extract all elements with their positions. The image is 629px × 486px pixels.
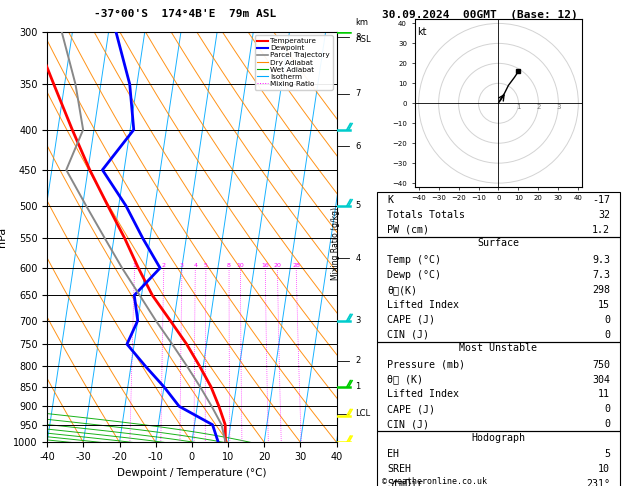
Text: 9.3: 9.3 [592, 255, 610, 265]
Text: 3: 3 [556, 104, 560, 110]
Text: 8: 8 [227, 263, 231, 268]
Text: Lifted Index: Lifted Index [387, 389, 459, 399]
Text: Surface: Surface [477, 238, 520, 248]
Text: Dewp (°C): Dewp (°C) [387, 270, 441, 280]
Text: 5: 5 [355, 201, 361, 210]
Text: 304: 304 [592, 375, 610, 384]
Y-axis label: hPa: hPa [0, 227, 8, 247]
Text: 2: 2 [162, 263, 166, 268]
Text: kt: kt [416, 27, 426, 37]
Text: 20: 20 [274, 263, 281, 268]
Bar [377, 192, 620, 237]
Text: 0: 0 [604, 419, 610, 430]
Bar [377, 237, 620, 342]
Text: 16: 16 [262, 263, 269, 268]
Text: 231°: 231° [586, 479, 610, 486]
Text: 3: 3 [180, 263, 184, 268]
Bar [377, 432, 620, 486]
Text: 10: 10 [598, 464, 610, 474]
Text: 5: 5 [604, 450, 610, 459]
Text: 0: 0 [604, 314, 610, 325]
Text: 750: 750 [592, 360, 610, 369]
Text: 3: 3 [355, 316, 361, 325]
Text: 32: 32 [598, 210, 610, 220]
Text: Lifted Index: Lifted Index [387, 300, 459, 310]
Text: Totals Totals: Totals Totals [387, 210, 465, 220]
Text: 6: 6 [355, 142, 361, 151]
Legend: Temperature, Dewpoint, Parcel Trajectory, Dry Adiabat, Wet Adiabat, Isotherm, Mi: Temperature, Dewpoint, Parcel Trajectory… [255, 35, 333, 90]
Text: © weatheronline.co.uk: © weatheronline.co.uk [382, 477, 487, 486]
Text: Most Unstable: Most Unstable [459, 343, 538, 353]
Text: 298: 298 [592, 285, 610, 295]
Text: CIN (J): CIN (J) [387, 330, 429, 340]
Text: Temp (°C): Temp (°C) [387, 255, 441, 265]
Text: SREH: SREH [387, 464, 411, 474]
Text: 1: 1 [355, 382, 361, 391]
Text: 7: 7 [355, 89, 361, 98]
Text: LCL: LCL [355, 409, 370, 418]
Text: 0: 0 [604, 404, 610, 415]
Text: 11: 11 [598, 389, 610, 399]
Text: 15: 15 [598, 300, 610, 310]
Text: km: km [355, 18, 369, 28]
Text: Mixing Ratio (g/kg): Mixing Ratio (g/kg) [331, 207, 340, 279]
Text: 2: 2 [355, 356, 361, 365]
Text: 30.09.2024  00GMT  (Base: 12): 30.09.2024 00GMT (Base: 12) [382, 10, 578, 20]
Text: EH: EH [387, 450, 399, 459]
X-axis label: Dewpoint / Temperature (°C): Dewpoint / Temperature (°C) [117, 468, 267, 478]
Text: ASL: ASL [355, 35, 371, 44]
Text: 4: 4 [355, 254, 361, 263]
Text: 5: 5 [204, 263, 208, 268]
Text: -17: -17 [592, 195, 610, 205]
Text: 10: 10 [237, 263, 244, 268]
Text: θᴄ (K): θᴄ (K) [387, 375, 423, 384]
Text: StmDir: StmDir [387, 479, 423, 486]
Text: 28: 28 [292, 263, 300, 268]
Text: -37°00'S  174°4B'E  79m ASL: -37°00'S 174°4B'E 79m ASL [94, 9, 277, 19]
Text: CAPE (J): CAPE (J) [387, 314, 435, 325]
Text: 0: 0 [604, 330, 610, 340]
Text: 8: 8 [355, 33, 361, 42]
Text: 7.3: 7.3 [592, 270, 610, 280]
Text: CIN (J): CIN (J) [387, 419, 429, 430]
Text: 1: 1 [516, 104, 521, 110]
Text: Pressure (mb): Pressure (mb) [387, 360, 465, 369]
Text: K: K [387, 195, 393, 205]
Text: 1: 1 [133, 263, 136, 268]
Text: PW (cm): PW (cm) [387, 225, 429, 235]
Text: CAPE (J): CAPE (J) [387, 404, 435, 415]
Text: Hodograph: Hodograph [472, 433, 525, 443]
Bar [377, 342, 620, 432]
Text: 2: 2 [536, 104, 540, 110]
Text: θᴄ(K): θᴄ(K) [387, 285, 417, 295]
Text: 1.2: 1.2 [592, 225, 610, 235]
Text: 4: 4 [193, 263, 198, 268]
